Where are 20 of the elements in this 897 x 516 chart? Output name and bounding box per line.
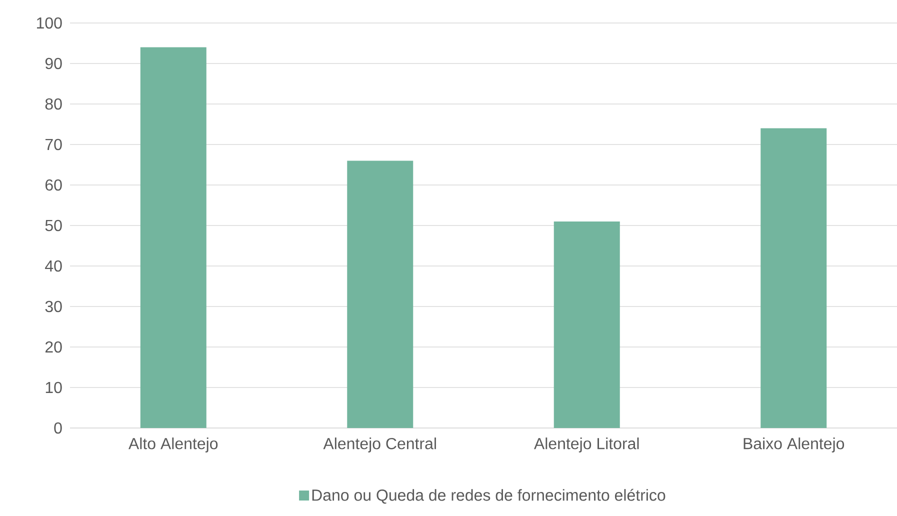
x-tick-label: Alto Alentejo <box>128 438 218 452</box>
y-tick-label: 30 <box>45 300 62 312</box>
y-tick-label: 10 <box>46 382 62 394</box>
bar <box>347 160 414 428</box>
y-tick-label: 0 <box>54 422 62 434</box>
legend-label: Dano ou Queda de redes de fornecimento elétrico <box>312 488 666 504</box>
y-tick-label: 20 <box>45 341 62 353</box>
y-tick-label: 80 <box>45 98 62 110</box>
bar <box>554 221 620 428</box>
y-tick-label: 90 <box>45 58 62 70</box>
x-tick-label: Alentejo Litoral <box>534 438 639 452</box>
y-tick-label: 100 <box>37 17 62 29</box>
y-tick-label: 60 <box>45 179 62 191</box>
x-tick-label: Baixo Alentejo <box>744 438 844 452</box>
y-tick-label: 70 <box>45 138 62 150</box>
bar <box>140 47 206 428</box>
bar <box>760 128 827 428</box>
x-tick-label: Alentejo Central <box>323 438 436 452</box>
y-tick-label: 50 <box>45 220 62 232</box>
y-tick-label: 40 <box>45 260 62 272</box>
